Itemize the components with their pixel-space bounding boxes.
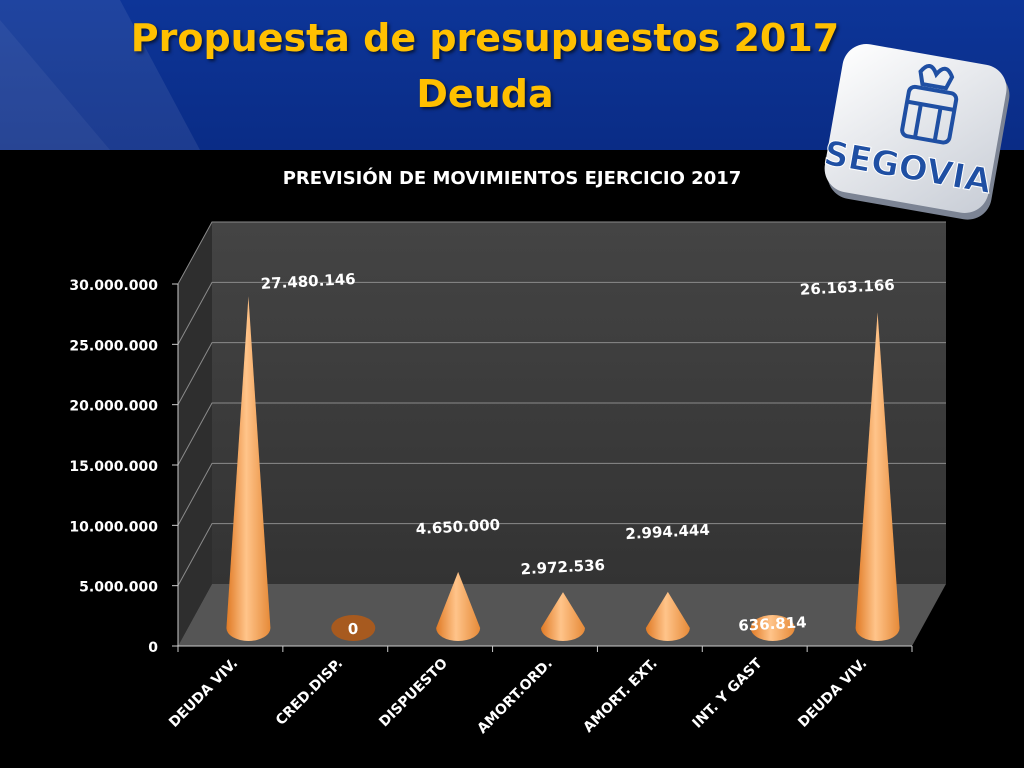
x-tick-label: DEUDA VIV. xyxy=(166,656,241,731)
data-label: 0 xyxy=(347,620,358,639)
cone-bar xyxy=(645,591,690,641)
cone-bar xyxy=(436,571,481,641)
data-label: 636.814 xyxy=(738,613,807,635)
y-tick-label: 25.000.000 xyxy=(69,338,158,354)
cone-bar xyxy=(331,615,376,641)
header-shine xyxy=(0,0,200,150)
chart-title: PREVISIÓN DE MOVIMIENTOS EJERCICIO 2017 xyxy=(283,167,742,189)
gridline xyxy=(177,281,946,345)
x-tick-label: CRED.DISP. xyxy=(273,656,346,729)
cone-bar xyxy=(855,312,900,641)
x-tick-label: DEUDA VIV. xyxy=(795,656,870,731)
gridline xyxy=(177,402,946,466)
data-label: 2.994.444 xyxy=(625,521,710,543)
data-label: 2.972.536 xyxy=(520,556,605,578)
x-tick-label: DISPUESTO xyxy=(376,655,451,730)
cone-bar xyxy=(226,296,271,641)
x-tick-label: AMORT. EXT. xyxy=(580,656,660,736)
cone-bar xyxy=(541,592,585,641)
y-tick-label: 30.000.000 xyxy=(69,278,158,294)
x-tick-label: AMORT.ORD. xyxy=(474,656,555,737)
gridline xyxy=(177,342,946,405)
y-tick-label: 0 xyxy=(148,640,158,656)
coat-of-arms-icon xyxy=(900,64,959,145)
segovia-logo: SEGOVIA xyxy=(821,44,1010,220)
slide-title: Propuesta de presupuestos 2017 xyxy=(130,16,840,60)
slide-subtitle: Deuda xyxy=(416,72,554,116)
gridline xyxy=(177,462,946,526)
y-tick-label: 20.000.000 xyxy=(69,399,158,415)
x-tick-label: INT. Y GAST xyxy=(690,655,766,731)
data-label: 26.163.166 xyxy=(799,276,895,299)
y-tick-label: 5.000.000 xyxy=(79,580,158,596)
y-tick-label: 15.000.000 xyxy=(69,459,158,475)
data-label: 4.650.000 xyxy=(415,516,500,538)
cone-bar xyxy=(750,615,795,641)
data-label: 27.480.146 xyxy=(260,270,356,293)
debt-chart: PREVISIÓN DE MOVIMIENTOS EJERCICIO 2017 … xyxy=(69,167,946,737)
gridline xyxy=(177,221,946,285)
gridline xyxy=(177,523,946,586)
y-tick-label: 10.000.000 xyxy=(69,519,158,535)
